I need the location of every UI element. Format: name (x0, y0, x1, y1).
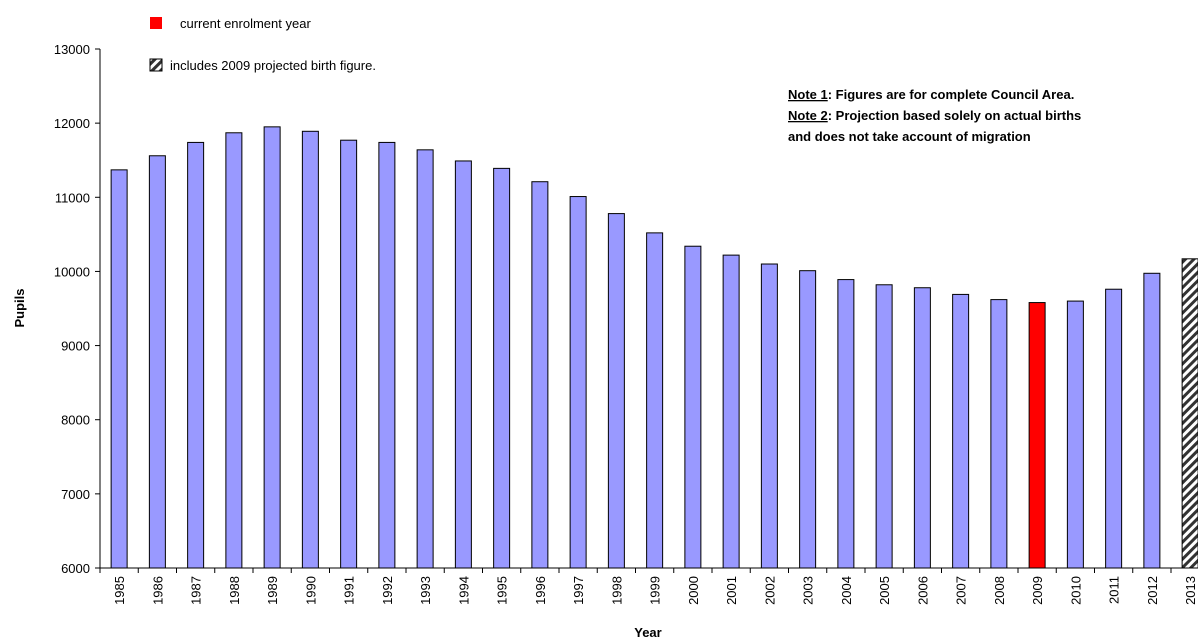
bar (110, 169, 128, 569)
bar (148, 155, 166, 569)
x-tick-label: 1989 (265, 576, 280, 605)
legend-label: current enrolment year (180, 16, 311, 31)
bar (952, 293, 970, 569)
legend-swatch (150, 17, 162, 29)
bar (187, 141, 205, 569)
x-tick-label: 1992 (380, 576, 395, 605)
x-tick-label: 1994 (456, 576, 471, 605)
x-tick-label: 2010 (1068, 576, 1083, 605)
x-tick-label: 1999 (648, 576, 663, 605)
bar (1066, 300, 1084, 569)
note-text: and does not take account of migration (788, 129, 1031, 144)
bar (722, 254, 740, 569)
x-axis-label: Year (634, 625, 661, 640)
note-label: Note 2 (788, 108, 828, 123)
legend-label: includes 2009 projected birth figure. (170, 58, 376, 73)
bar (416, 149, 434, 569)
bar (837, 279, 855, 569)
bar (493, 167, 511, 569)
bar (913, 287, 931, 569)
y-tick-label: 12000 (54, 116, 90, 131)
x-tick-label: 1991 (342, 576, 357, 605)
bar (875, 284, 893, 569)
x-tick-label: 1986 (150, 576, 165, 605)
x-tick-label: 2000 (686, 576, 701, 605)
bar (569, 196, 587, 569)
x-tick-label: 2009 (1030, 576, 1045, 605)
x-tick-label: 2003 (801, 576, 816, 605)
x-tick-label: 2011 (1107, 576, 1122, 604)
bar (301, 130, 319, 569)
y-tick-label: 10000 (54, 264, 90, 279)
x-tick-label: 1998 (609, 576, 624, 605)
y-tick-label: 9000 (61, 339, 90, 354)
x-tick-label: 2002 (762, 576, 777, 605)
x-tick-label: 2006 (915, 576, 930, 605)
bar (531, 181, 549, 569)
x-tick-label: 2008 (992, 576, 1007, 605)
x-tick-label: 1993 (418, 576, 433, 605)
bar (1105, 288, 1123, 569)
x-tick-label: 1985 (112, 576, 127, 605)
bar (760, 263, 778, 569)
x-tick-label: 1988 (227, 576, 242, 605)
bar (646, 232, 664, 569)
bar (225, 132, 243, 569)
note-text: : Figures are for complete Council Area. (828, 87, 1075, 102)
legend-swatch (149, 58, 163, 72)
bar (340, 139, 358, 569)
bar (1143, 272, 1161, 569)
x-tick-label: 1995 (495, 576, 510, 605)
x-tick-label: 2004 (839, 576, 854, 605)
x-tick-label: 2013 (1183, 576, 1198, 605)
y-axis-label: Pupils (12, 288, 27, 327)
bar (378, 141, 396, 569)
y-tick-label: 13000 (54, 42, 90, 57)
x-tick-label: 1997 (571, 576, 586, 605)
x-tick-label: 1996 (533, 576, 548, 605)
x-tick-label: 2001 (724, 576, 739, 605)
y-tick-label: 6000 (61, 561, 90, 576)
bar (1181, 258, 1198, 569)
bar (454, 160, 472, 569)
note-text: : Projection based solely on actual birt… (828, 108, 1082, 123)
note: and does not take account of migration (788, 129, 1031, 144)
bar (990, 299, 1008, 569)
x-tick-label: 2007 (954, 576, 969, 605)
x-tick-label: 2012 (1145, 576, 1160, 605)
bar (263, 126, 281, 569)
note-label: Note 1 (788, 87, 828, 102)
bar (607, 213, 625, 569)
bar (799, 270, 817, 569)
note: Note 2: Projection based solely on actua… (788, 108, 1081, 123)
x-tick-label: 1987 (189, 576, 204, 605)
y-tick-label: 8000 (61, 413, 90, 428)
note: Note 1: Figures are for complete Council… (788, 87, 1074, 102)
y-tick-label: 11000 (55, 190, 90, 205)
bar (684, 245, 702, 569)
x-tick-label: 1990 (303, 576, 318, 605)
x-tick-label: 2005 (877, 576, 892, 605)
y-tick-label: 7000 (61, 487, 90, 502)
bar (1028, 302, 1046, 569)
